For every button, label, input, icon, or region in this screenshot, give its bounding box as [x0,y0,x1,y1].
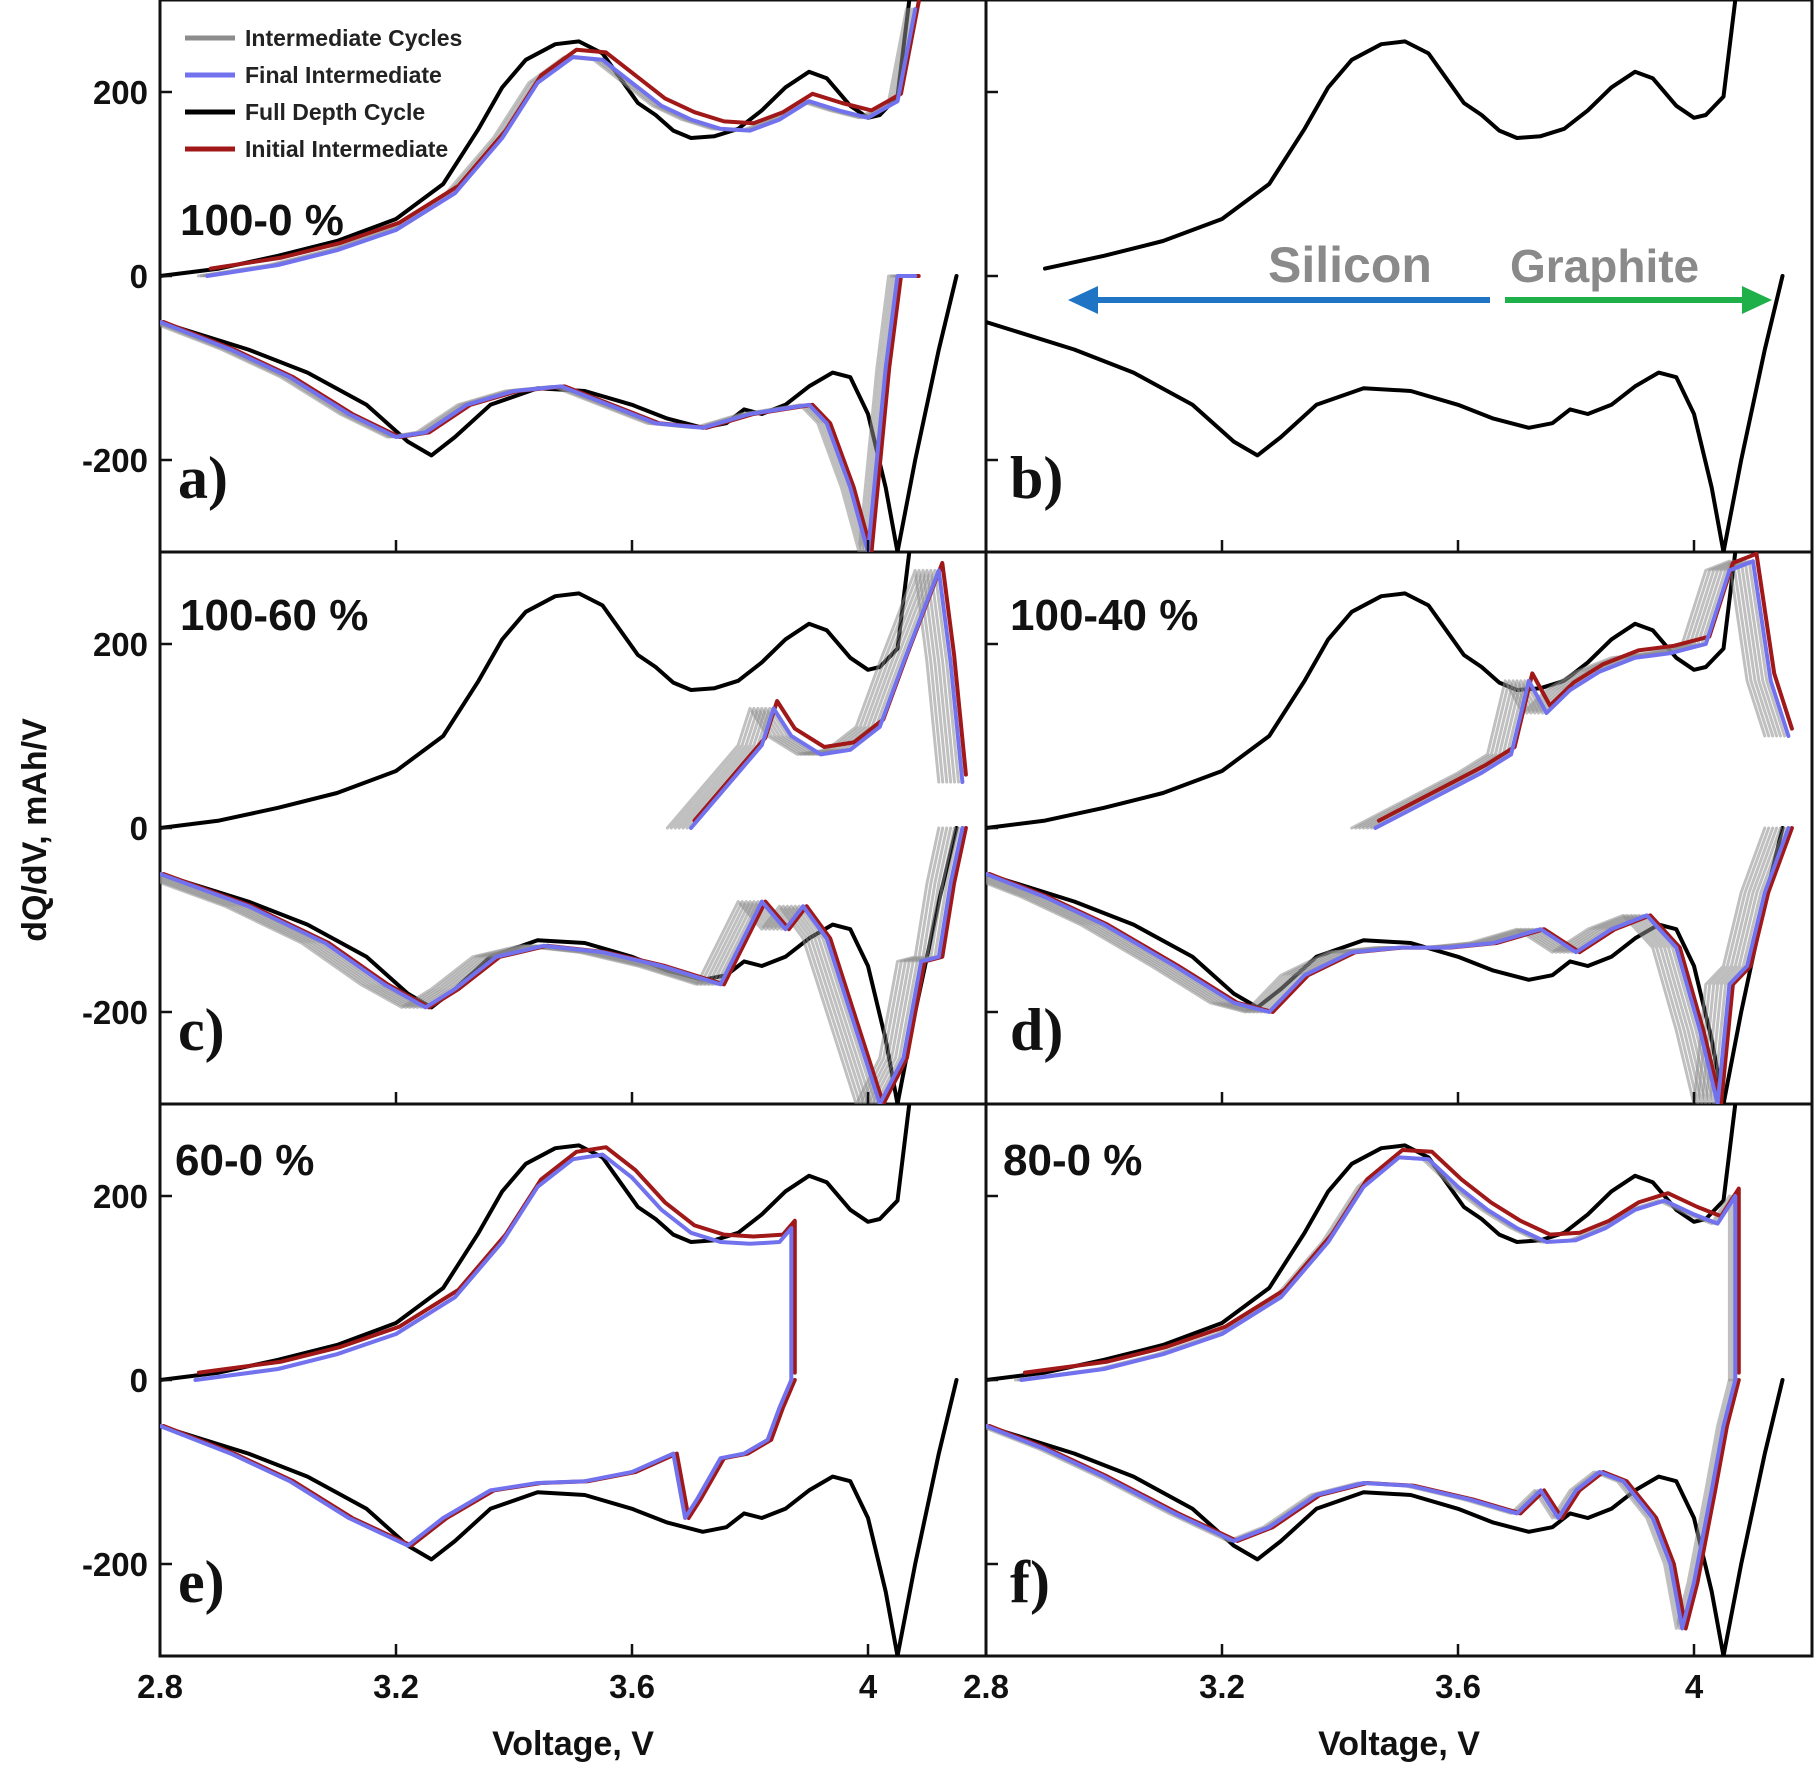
x-tick-label: 3.2 [373,1668,419,1705]
full-depth-discharge-a [160,274,959,552]
intermediate-discharge-a-3 [160,274,908,552]
panel-f-letter: f) [1010,1549,1050,1615]
initial-charge-f [1022,1148,1741,1375]
intermediate-discharge-d-5 [986,826,1771,1104]
panel-c-letter: c) [178,997,225,1063]
intermediate-discharge-a-1 [160,274,914,552]
panel-e-range-label: 60-0 % [175,1136,314,1185]
y-tick-label: 0 [130,1362,148,1399]
y-tick-label: 0 [130,810,148,847]
intermediate-discharge-d-6 [986,826,1767,1104]
full-depth-charge-c [160,552,912,830]
final-discharge-e [160,1378,794,1548]
panel-c-range-label: 100-60 % [180,591,368,640]
panel-a-range-label: 100-0 % [180,196,344,245]
panel-a-letter: a) [178,445,228,511]
panel-d-letter: d) [1010,997,1063,1063]
intermediate-discharge-c-3 [160,826,953,1104]
x-tick-label: 4 [859,1668,878,1705]
silicon-label: Silicon [1268,237,1432,293]
intermediate-discharge-d-4 [986,826,1775,1104]
final-charge-a [205,7,918,278]
full-depth-charge-b [1043,0,1738,271]
panel-f-range-label: 80-0 % [1003,1136,1142,1185]
final-charge-d [1373,559,1791,830]
y-tick-label: 0 [130,258,148,295]
graphite-arrow [1505,286,1772,314]
final-discharge-c [160,826,965,1104]
panel-e-frame [158,1102,988,1658]
initial-discharge-f [987,1378,1741,1631]
legend: Intermediate Cycles Final Intermediate F… [185,25,462,162]
intermediate-discharge-c-6 [160,826,941,1104]
panel-d-curves [986,552,1794,1104]
initial-charge-a [208,0,921,271]
full-depth-discharge-f [986,1378,1785,1656]
panel-b-curves [986,0,1785,552]
intermediate-discharge-a-2 [160,274,911,552]
final-charge-c [689,568,965,830]
full-depth-discharge-e [160,1378,959,1656]
initial-charge-e [196,1145,797,1375]
panel-f-frame [984,1102,1814,1658]
y-tick-label: -200 [82,442,148,479]
legend-label-full-depth: Full Depth Cycle [245,99,425,125]
intermediate-discharge-d-1 [986,826,1786,1104]
final-discharge-d [986,826,1791,1104]
full-depth-discharge-b [986,274,1785,552]
intermediate-discharge-c-4 [160,826,949,1104]
intermediate-charge-c-1 [685,568,960,830]
full-depth-charge-a [160,0,912,278]
tick-marks [158,90,1696,1656]
intermediate-charge-f-1 [1017,1155,1734,1382]
silicon-arrow [1068,286,1490,314]
y-tick-label: 200 [93,626,148,663]
x-tick-label: 4 [1685,1668,1704,1705]
tick-labels: 200 0 -200 200 0 -200 200 0 -200 2.8 3.2 3.6 4 2.8 3.2… [82,74,1704,1705]
x-tick-label: 2.8 [963,1668,1009,1705]
panel-f-curves [986,1104,1785,1656]
x-tick-label: 2.8 [137,1668,183,1705]
x-tick-label: 3.6 [609,1668,655,1705]
intermediate-discharge-c-5 [160,826,945,1104]
intermediate-charge-c-6 [665,568,941,830]
initial-charge-d [1376,552,1794,823]
panel-c-curves [160,552,968,1104]
graphite-label: Graphite [1510,240,1699,292]
initial-discharge-d [987,826,1794,1104]
initial-discharge-a [161,274,921,552]
panel-b-letter: b) [1010,445,1063,511]
panel-a-curves [160,0,959,552]
full-depth-charge-d [986,552,1738,830]
legend-label-intermediate: Intermediate Cycles [245,25,462,51]
intermediate-discharge-d-2 [986,826,1782,1104]
final-charge-e [193,1152,794,1382]
panel-e-letter: e) [178,1549,225,1615]
intermediate-discharge-c-2 [160,826,956,1104]
x-axis-title-left: Voltage, V [492,1725,654,1763]
y-axis-title: dQ/dV, mAh/V [16,718,54,942]
y-tick-label: -200 [82,994,148,1031]
final-charge-f [1019,1155,1738,1382]
legend-label-initial: Initial Intermediate [245,136,448,162]
y-tick-label: 200 [93,1178,148,1215]
intermediate-charge-f-2 [1014,1155,1731,1382]
y-tick-label: -200 [82,1546,148,1583]
x-axis-title-right: Voltage, V [1318,1725,1480,1763]
intermediate-discharge-d-3 [986,826,1779,1104]
final-discharge-f [986,1378,1738,1631]
x-tick-label: 3.6 [1435,1668,1481,1705]
panel-d-range-label: 100-40 % [1010,591,1198,640]
x-tick-label: 3.2 [1199,1668,1245,1705]
panel-e-curves [160,1104,959,1656]
full-depth-charge-e [160,1104,912,1382]
y-tick-label: 200 [93,74,148,111]
final-discharge-a [160,274,918,552]
legend-label-final: Final Intermediate [245,62,442,88]
intermediate-charge-d-6 [1350,559,1767,830]
